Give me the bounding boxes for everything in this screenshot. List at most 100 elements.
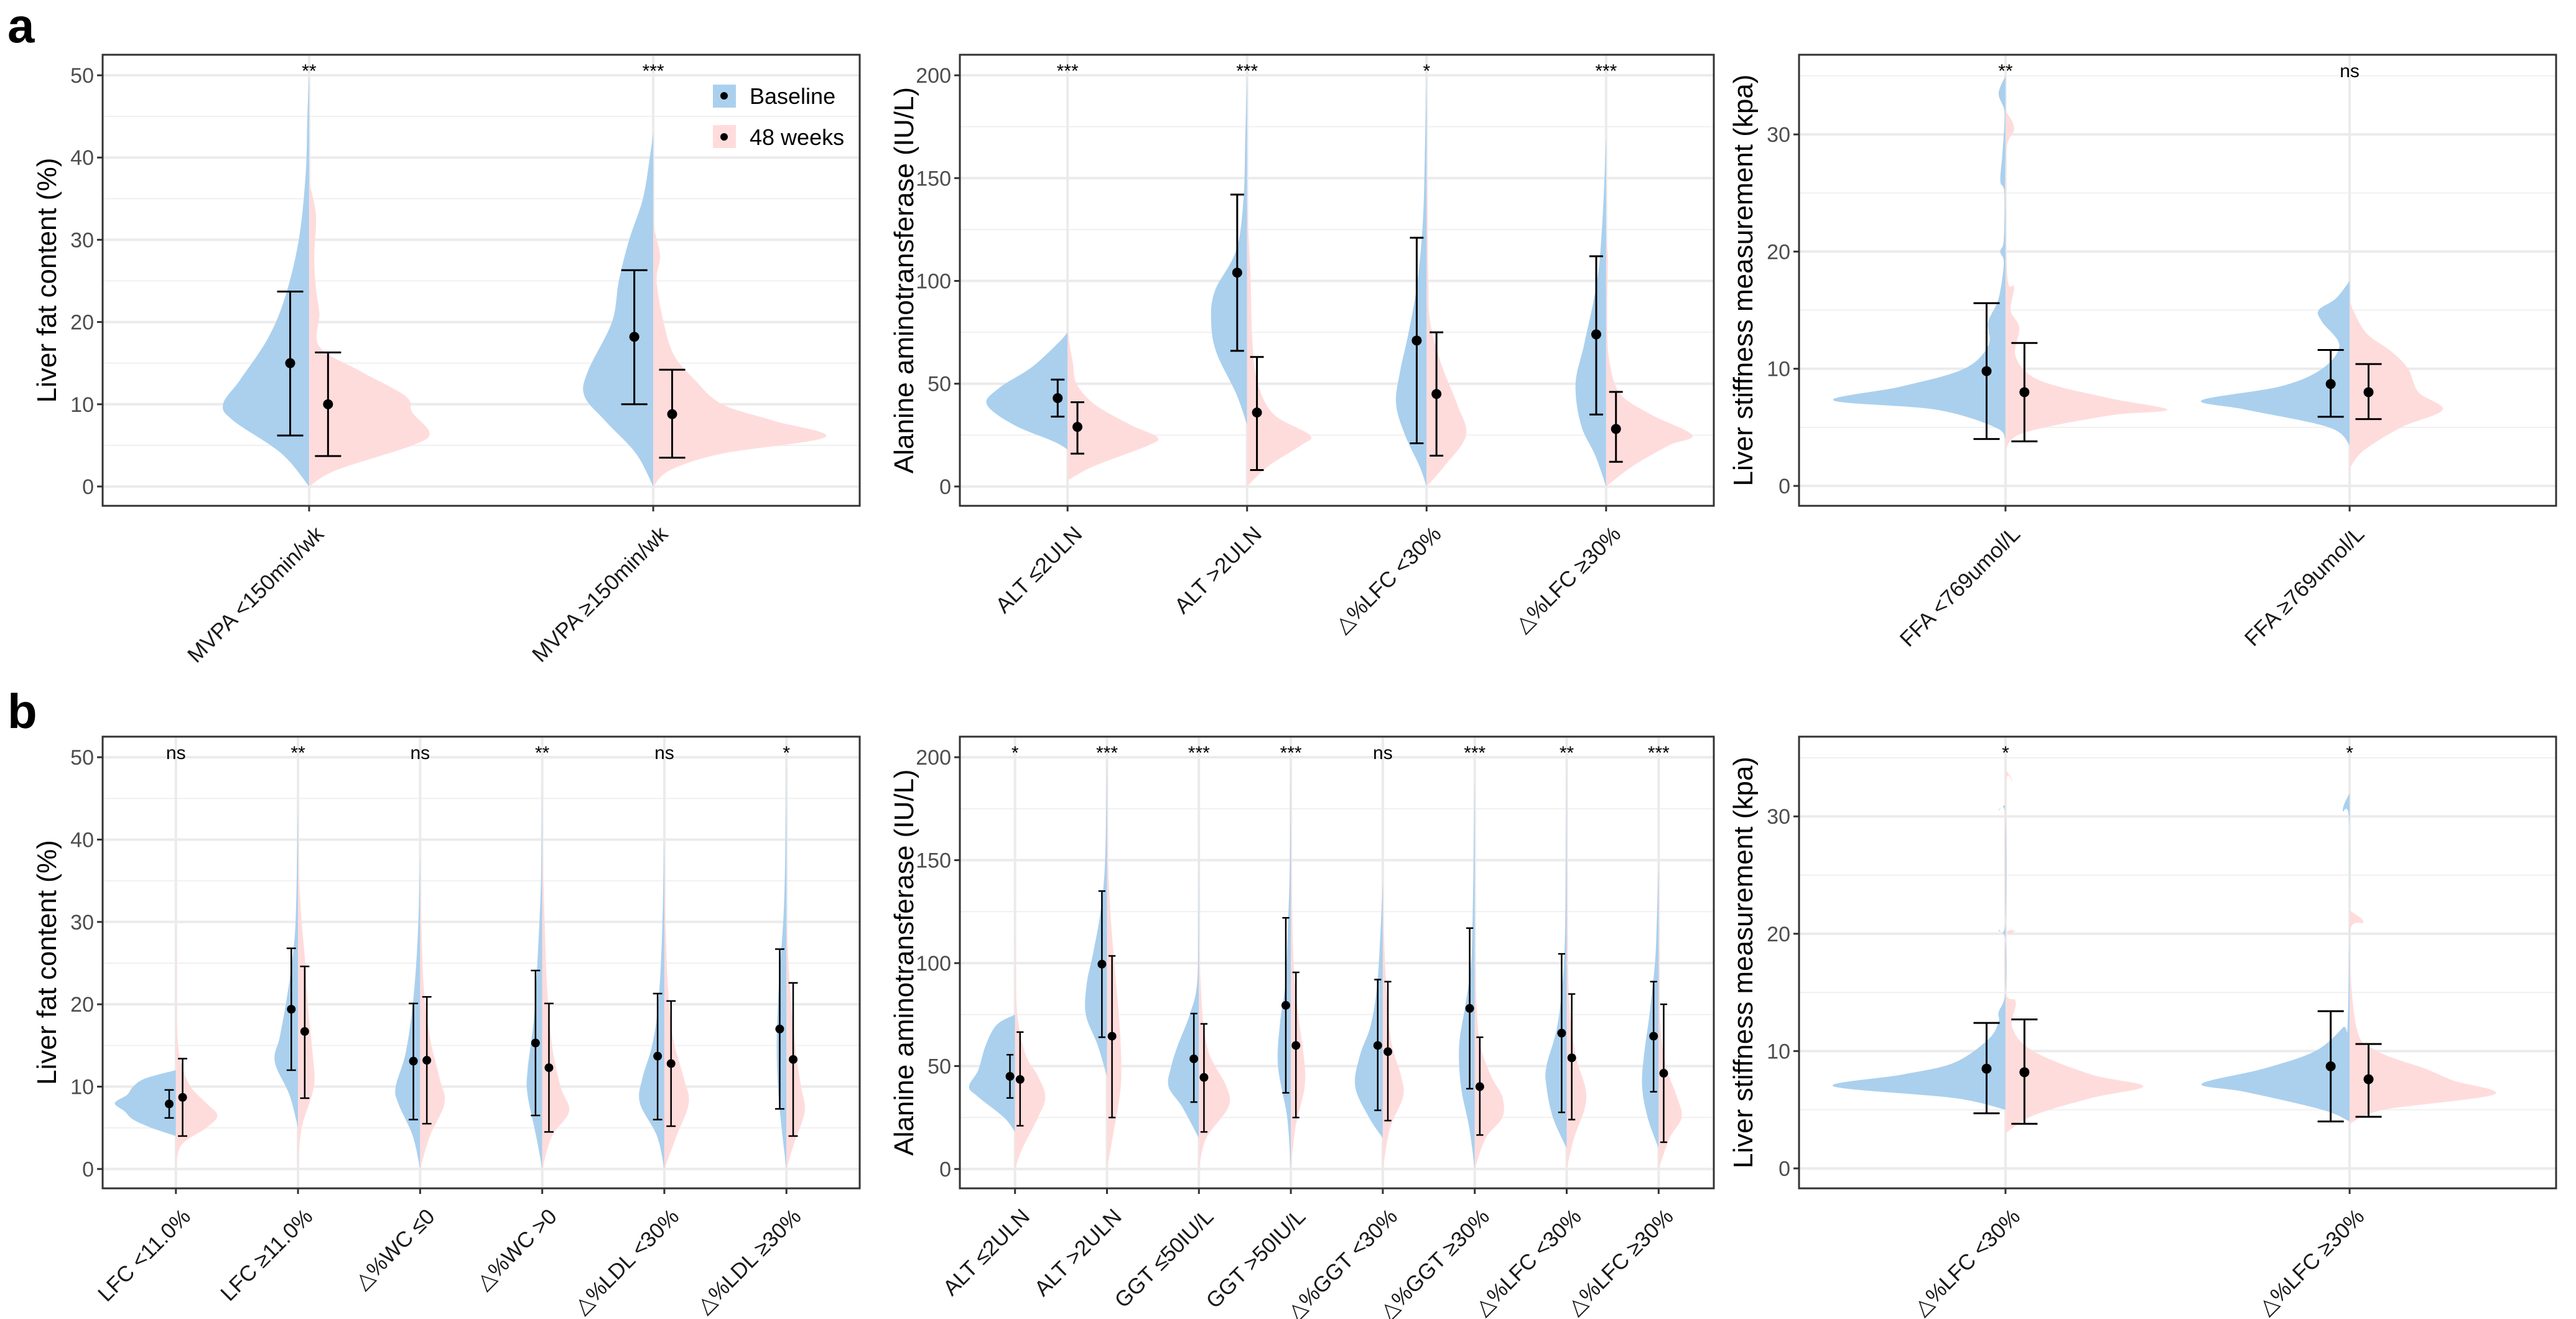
mean-point-week48: [1383, 1047, 1393, 1056]
x-tick-label: △%WC >0: [472, 1205, 562, 1295]
y-tick-label: 50: [928, 1055, 951, 1078]
x-tick-label: △%LFC ≥30%: [2254, 1205, 2369, 1319]
y-tick-label: 30: [70, 911, 94, 934]
significance-label: *: [2346, 743, 2353, 763]
mean-point-baseline: [1411, 335, 1422, 346]
violin-baseline: [1354, 880, 1383, 1139]
mean-point-week48: [666, 1059, 676, 1068]
y-tick-label: 50: [928, 373, 951, 396]
y-tick-label: 30: [1767, 805, 1790, 829]
mean-point-baseline: [629, 332, 639, 342]
violin-48weeks: [1382, 798, 1404, 1169]
y-tick-label: 150: [916, 167, 951, 190]
violin-baseline: [2201, 281, 2350, 445]
legend: Baseline 48 weeks: [713, 83, 844, 150]
violin-48weeks: [1199, 942, 1230, 1169]
mean-point-week48: [2019, 1067, 2030, 1078]
mean-point-week48: [789, 1055, 798, 1064]
mean-point-baseline: [775, 1024, 784, 1033]
significance-label: ***: [1280, 743, 1302, 763]
mean-point-baseline: [1591, 329, 1601, 340]
mean-point-baseline: [285, 358, 295, 368]
y-tick-label: 20: [1767, 240, 1790, 264]
mean-point-baseline: [1005, 1071, 1015, 1081]
violin-baseline: [969, 1014, 1015, 1132]
y-axis-label: Liver stiffness measurement (kpa): [1728, 757, 1759, 1168]
y-tick-label: 40: [70, 146, 94, 170]
y-tick-label: 20: [1767, 923, 1790, 946]
violin-48weeks: [1247, 198, 1312, 487]
violin-baseline: [395, 855, 421, 1169]
mean-point-week48: [1659, 1069, 1668, 1078]
significance-label: ns: [1373, 743, 1393, 763]
violin-baseline: [274, 798, 299, 1128]
x-tick-label: ALT >2ULN: [1030, 1205, 1126, 1301]
x-tick-label: MVPA <150min/wk: [183, 521, 328, 667]
mean-point-week48: [1431, 389, 1442, 399]
mean-point-week48: [2363, 1074, 2374, 1084]
legend-dot-48weeks: [720, 133, 728, 141]
violin-48weeks: [309, 182, 430, 487]
significance-label: ***: [1096, 743, 1118, 763]
violin-48weeks: [1291, 757, 1306, 1169]
y-tick-label: 0: [82, 475, 94, 499]
significance-label: ns: [654, 743, 674, 763]
y-tick-label: 0: [1779, 475, 1790, 498]
mean-point-baseline: [531, 1038, 540, 1048]
x-tick-label: ALT ≤2ULN: [938, 1205, 1034, 1300]
significance-label: ***: [1464, 743, 1486, 763]
violin-baseline: [1277, 757, 1291, 1169]
violin-baseline: [1211, 75, 1247, 425]
significance-label: ***: [643, 61, 664, 82]
mean-point-baseline: [1465, 1004, 1474, 1013]
y-tick-label: 10: [70, 1076, 94, 1099]
legend-dot-baseline: [720, 92, 728, 100]
y-tick-label: 200: [916, 746, 951, 770]
mean-point-week48: [1475, 1082, 1484, 1091]
y-tick-label: 10: [1767, 358, 1790, 381]
y-tick-label: 0: [939, 475, 951, 499]
mean-point-baseline: [287, 1005, 296, 1014]
violin-48weeks: [298, 839, 315, 1169]
violin-baseline: [1545, 757, 1567, 1149]
plot-frame: [101, 54, 861, 507]
mean-point-baseline: [1649, 1032, 1658, 1041]
violin-48weeks: [2004, 769, 2144, 1134]
mean-point-baseline: [1981, 1063, 1992, 1074]
y-tick-label: 30: [1767, 123, 1790, 147]
y-tick-label: 20: [70, 993, 94, 1017]
mean-point-baseline: [1281, 1000, 1290, 1010]
y-tick-label: 200: [916, 64, 951, 88]
x-tick-label: LFC <11.0%: [93, 1205, 195, 1307]
significance-label: **: [291, 743, 305, 763]
mean-point-baseline: [1373, 1041, 1382, 1050]
violin-48weeks: [2349, 910, 2496, 1124]
mean-point-baseline: [2325, 1061, 2336, 1071]
violin-baseline: [1833, 75, 2006, 439]
violin-baseline: [986, 332, 1068, 450]
significance-label: ***: [1188, 743, 1210, 763]
mean-point-baseline: [1557, 1028, 1566, 1038]
violin-48weeks: [786, 921, 806, 1169]
x-tick-label: FFA <769umol/L: [1895, 522, 2025, 651]
plot-frame: [101, 735, 861, 1190]
x-tick-label: △%LDL <30%: [569, 1205, 684, 1319]
x-tick-label: △%LFC <30%: [1330, 522, 1446, 638]
x-tick-label: MVPA ≥150min/wk: [528, 521, 673, 667]
violin-48weeks: [653, 215, 827, 487]
x-tick-label: LFC ≥11.0%: [216, 1205, 317, 1306]
violin-baseline: [114, 1070, 176, 1136]
mean-point-week48: [544, 1063, 554, 1073]
y-tick-label: 10: [70, 393, 94, 417]
y-tick-label: 50: [70, 64, 94, 88]
legend-label-baseline: Baseline: [750, 83, 835, 109]
violin-baseline: [1832, 804, 2007, 1110]
mean-point-week48: [2363, 387, 2374, 398]
significance-label: *: [1423, 61, 1430, 82]
x-tick-label: ALT ≤2ULN: [991, 522, 1087, 618]
mean-point-baseline: [1981, 366, 1992, 376]
plot-frame: [1798, 54, 2557, 507]
mean-point-week48: [300, 1027, 309, 1036]
